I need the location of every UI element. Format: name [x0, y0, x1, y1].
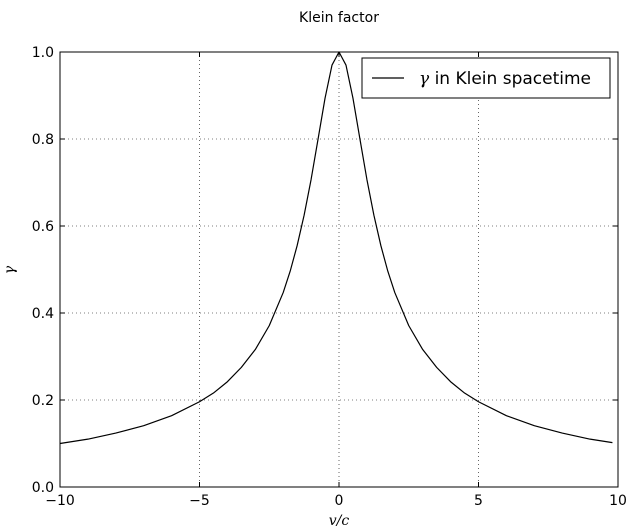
y-tick-label: 0.6	[32, 219, 54, 235]
y-tick-label: 1.0	[32, 45, 54, 61]
legend: γ in Klein spacetime	[361, 57, 611, 99]
legend-label: in Klein spacetime	[429, 69, 591, 89]
y-tick-label: 0.8	[32, 132, 54, 148]
x-axis-label: v/c	[329, 513, 350, 529]
x-axis-ticks: −10 −5 0 5 10	[45, 52, 627, 509]
y-axis-label: γ	[2, 265, 18, 274]
legend-entry: γ in Klein spacetime	[419, 69, 591, 89]
x-tick-label: −10	[45, 493, 75, 509]
chart-title: Klein factor	[299, 10, 379, 26]
y-tick-label: 0.2	[32, 393, 54, 409]
x-tick-label: −5	[189, 493, 210, 509]
legend-symbol: γ	[419, 69, 430, 89]
x-tick-label: 0	[335, 493, 344, 509]
grid-lines	[59, 51, 619, 488]
y-tick-label: 0.0	[32, 480, 54, 496]
x-tick-label: 10	[609, 493, 627, 509]
plot-frame	[59, 51, 619, 488]
y-axis-ticks: 0.0 0.2 0.4 0.6 0.8 1.0	[32, 45, 618, 496]
y-tick-label: 0.4	[32, 306, 54, 322]
x-tick-label: 5	[474, 493, 483, 509]
series-line	[59, 51, 613, 445]
